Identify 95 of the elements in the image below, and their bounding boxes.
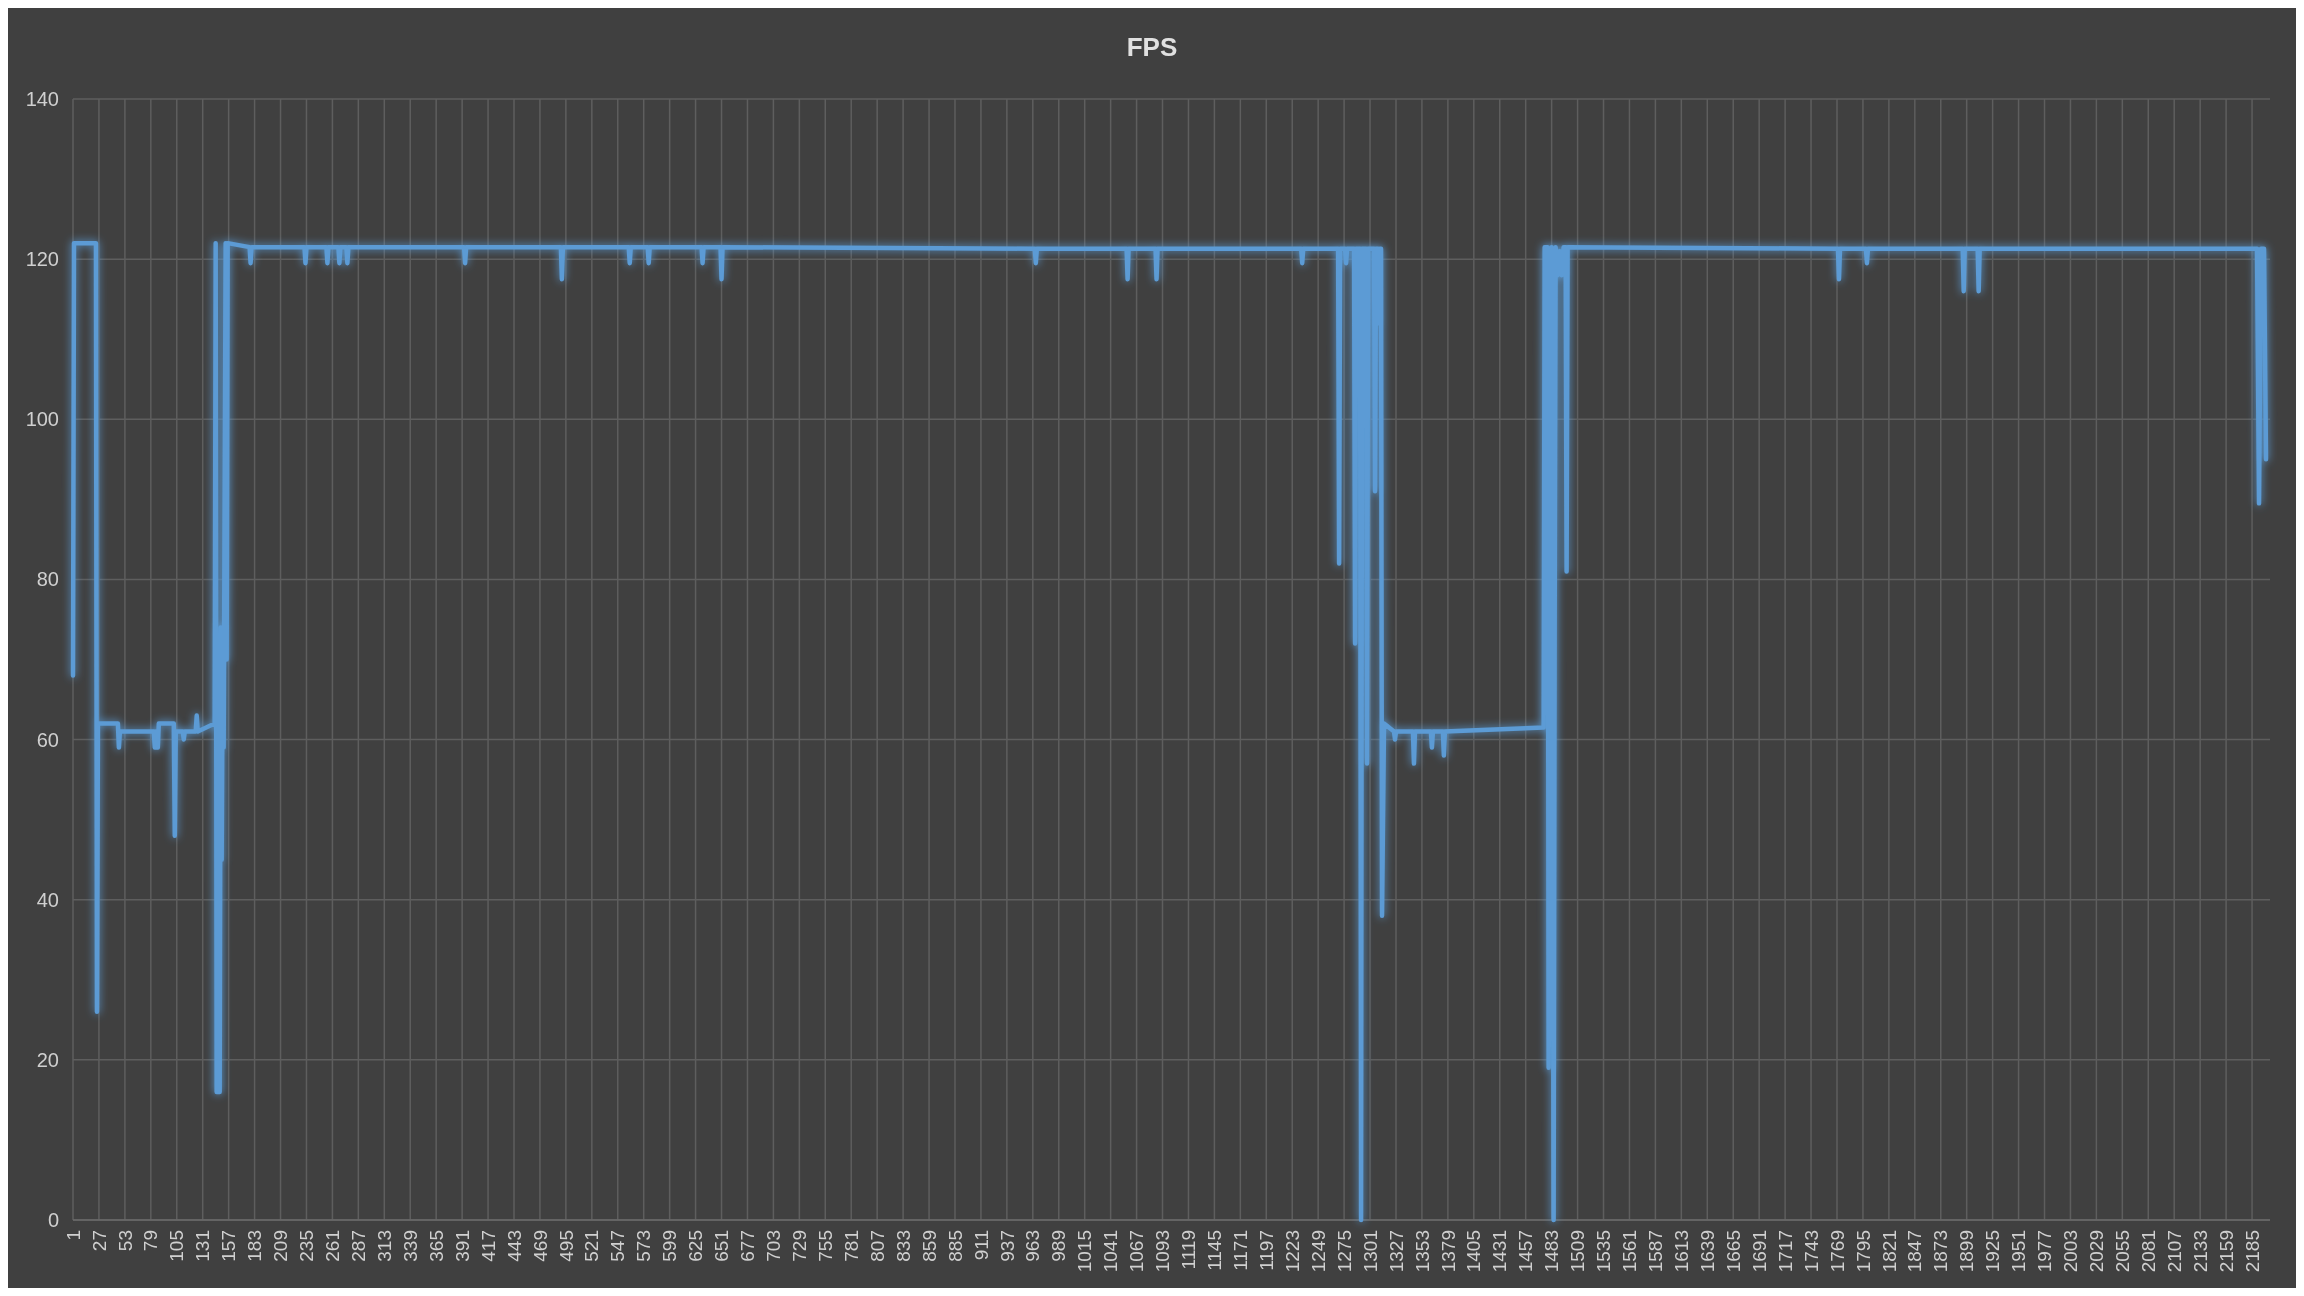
y-tick-label: 140: [25, 88, 59, 110]
y-tick-label: 40: [36, 888, 59, 911]
y-tick-label: 80: [36, 568, 59, 591]
x-tick-label: 937: [996, 1230, 1018, 1262]
x-tick-label: 1639: [1696, 1230, 1718, 1273]
x-tick-label: 2159: [2215, 1230, 2237, 1273]
x-tick-label: 365: [425, 1230, 447, 1262]
x-tick-label: 1119: [1178, 1230, 1200, 1270]
x-tick-label: 599: [659, 1230, 681, 1262]
x-tick-label: 235: [296, 1230, 318, 1262]
x-tick-label: 2055: [2111, 1230, 2133, 1273]
chart-title: FPS: [1126, 32, 1178, 62]
x-tick-label: 1769: [1826, 1230, 1848, 1273]
x-tick-label: 105: [166, 1230, 188, 1262]
x-tick-label: 1431: [1489, 1230, 1511, 1273]
x-tick-label: 27: [88, 1230, 110, 1252]
x-tick-label: 1015: [1074, 1230, 1096, 1273]
x-tick-label: 495: [555, 1230, 577, 1262]
x-tick-label: 807: [866, 1230, 888, 1262]
x-tick-label: 2133: [2189, 1230, 2211, 1273]
x-tick-label: 53: [114, 1230, 136, 1252]
x-tick-label: 1717: [1774, 1230, 1796, 1273]
x-tick-label: 1483: [1541, 1230, 1563, 1273]
x-tick-label: 1899: [1956, 1230, 1978, 1273]
y-tick-label: 20: [36, 1048, 59, 1071]
y-tick-label: 100: [25, 408, 59, 431]
x-tick-label: 2003: [2060, 1230, 2082, 1273]
x-tick-label: 1171: [1229, 1230, 1251, 1271]
x-tick-label: 833: [892, 1230, 914, 1262]
x-tick-label: 1587: [1645, 1230, 1667, 1273]
x-tick-label: 1665: [1722, 1230, 1744, 1273]
x-tick-label: 1873: [1930, 1230, 1952, 1273]
x-tick-label: 417: [477, 1230, 499, 1262]
x-tick-label: 131: [192, 1230, 214, 1262]
x-tick-label: 1327: [1385, 1230, 1407, 1273]
x-tick-label: 1379: [1437, 1230, 1459, 1273]
x-tick-label: 703: [763, 1230, 785, 1262]
x-tick-label: 2029: [2086, 1230, 2108, 1273]
x-tick-label: 287: [348, 1230, 369, 1262]
x-tick-label: 1: [62, 1230, 84, 1241]
x-tick-label: 1795: [1852, 1230, 1874, 1273]
x-tick-label: 1249: [1307, 1230, 1329, 1273]
x-tick-label: 1847: [1904, 1230, 1926, 1273]
x-tick-label: 547: [607, 1230, 629, 1262]
x-tick-label: 2081: [2137, 1230, 2159, 1273]
x-tick-label: 2107: [2163, 1230, 2185, 1273]
y-tick-label: 120: [25, 248, 59, 271]
x-tick-label: 1223: [1281, 1230, 1303, 1273]
x-tick-label: 1925: [1982, 1230, 2004, 1273]
x-tick-label: 1041: [1100, 1230, 1122, 1273]
x-tick-label: 729: [789, 1230, 810, 1262]
x-tick-label: 1561: [1619, 1230, 1641, 1273]
x-tick-label: 1509: [1567, 1230, 1589, 1273]
x-tick-label: 1821: [1878, 1230, 1900, 1273]
x-tick-label: 339: [399, 1230, 421, 1262]
x-tick-label: 1197: [1255, 1230, 1277, 1271]
y-tick-label: 0: [47, 1209, 59, 1231]
y-tick-label: 60: [36, 728, 59, 751]
x-tick-label: 443: [503, 1230, 525, 1262]
x-tick-label: 79: [140, 1230, 162, 1252]
x-tick-label: 989: [1048, 1230, 1070, 1262]
x-tick-label: 1275: [1333, 1230, 1355, 1273]
x-tick-label: 157: [218, 1230, 240, 1262]
x-tick-label: 313: [373, 1230, 395, 1262]
x-tick-label: 1457: [1515, 1230, 1537, 1273]
x-tick-label: 1093: [1152, 1230, 1174, 1273]
x-tick-label: 1951: [2008, 1230, 2030, 1273]
x-tick-label: 1067: [1126, 1230, 1148, 1273]
x-tick-label: 1691: [1748, 1230, 1770, 1273]
x-tick-label: 963: [1022, 1230, 1044, 1262]
x-tick-label: 209: [270, 1230, 292, 1262]
x-tick-label: 391: [451, 1230, 473, 1262]
x-tick-label: 1535: [1593, 1230, 1615, 1273]
x-tick-label: 1301: [1359, 1230, 1381, 1273]
x-tick-label: 261: [322, 1230, 344, 1262]
x-tick-label: 1353: [1411, 1230, 1433, 1273]
x-tick-label: 573: [633, 1230, 655, 1262]
line-series: [70, 240, 2269, 1223]
x-tick-label: 911: [970, 1230, 992, 1261]
x-tick-label: 1743: [1800, 1230, 1822, 1273]
x-tick-label: 1613: [1670, 1230, 1692, 1273]
x-tick-label: 1145: [1204, 1230, 1226, 1271]
x-tick-label: 625: [685, 1230, 707, 1262]
x-tick-label: 781: [840, 1230, 862, 1262]
x-tick-label: 651: [711, 1230, 733, 1262]
x-tick-label: 677: [737, 1230, 759, 1262]
x-tick-label: 2185: [2241, 1230, 2263, 1273]
x-tick-label: 521: [581, 1230, 603, 1262]
x-tick-label: 859: [918, 1230, 940, 1262]
x-tick-label: 755: [814, 1230, 836, 1262]
x-tick-label: 469: [529, 1230, 551, 1262]
x-tick-label: 1405: [1463, 1230, 1485, 1273]
x-tick-label: 885: [944, 1230, 966, 1262]
x-tick-label: 1977: [2034, 1230, 2056, 1273]
x-tick-label: 183: [244, 1230, 266, 1262]
